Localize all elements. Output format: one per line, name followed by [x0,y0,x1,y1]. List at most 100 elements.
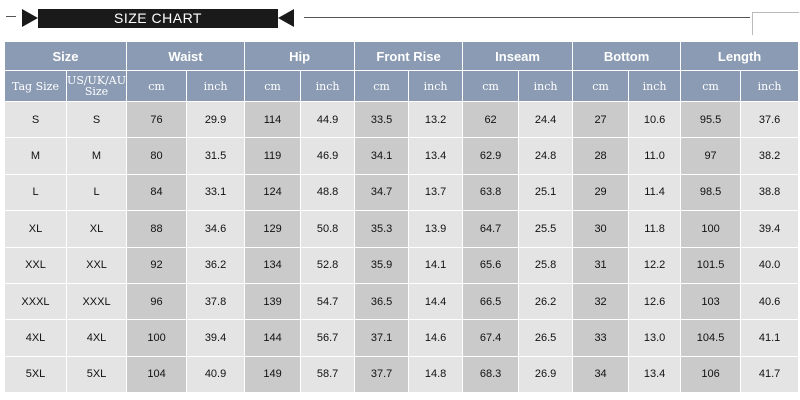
unit-header: inch [186,70,246,102]
table-cell: L [65,173,128,212]
table-cell: 13.4 [628,355,682,394]
table-row: XL XL 88 34.6 129 50.8 35.3 13.9 64.7 25.5 30 11.8 1… [4,210,800,248]
table-cell: 5XL [65,355,128,394]
table-cell: 37.1 [354,319,410,357]
table-cell: 4XL [4,319,67,357]
table-cell: 35.9 [354,246,410,284]
table-cell: 25.5 [518,210,574,248]
table-cell: 34.6 [186,210,246,248]
table-cell: 13.7 [408,173,464,212]
corner-frame [752,12,799,35]
table-cell: 10.6 [628,100,682,139]
table-cell: 33.1 [186,173,246,212]
table-row: 5XL 5XL 104 40.9 149 58.7 37.7 14.8 68.3 26.9 34 13… [4,355,800,394]
banner-rule-left [6,16,16,17]
table-cell: 37.7 [354,355,410,394]
unit-header: inch [518,70,574,102]
table-cell: 54.7 [300,282,356,321]
table-cell: 11.4 [628,173,682,212]
table-cell: 33 [572,319,630,357]
table-cell: 66.5 [462,282,520,321]
table-cell: 41.1 [740,319,800,357]
page-title: SIZE CHART [38,9,278,28]
table-cell: 11.0 [628,137,682,175]
table-cell: 65.6 [462,246,520,284]
table-cell: 5XL [4,355,67,394]
table-cell: L [4,173,67,212]
table-cell: 38.2 [740,137,800,175]
table-cell: 64.7 [462,210,520,248]
table-cell: 26.2 [518,282,574,321]
table-cell: 24.8 [518,137,574,175]
table-cell: 46.9 [300,137,356,175]
table-cell: 32 [572,282,630,321]
table-row: XXXL XXXL 96 37.8 139 54.7 36.5 14.4 66.5 26.2 32 1… [4,282,800,321]
table-cell: 97 [680,137,742,175]
table-cell: 114 [244,100,302,139]
table-cell: 103 [680,282,742,321]
table-cell: 35.3 [354,210,410,248]
table-cell: 100 [680,210,742,248]
unit-header: cm [462,70,520,102]
table-cell: 124 [244,173,302,212]
table-cell: 13.4 [408,137,464,175]
table-cell: 38.8 [740,173,800,212]
unit-header: cm [126,70,188,102]
table-cell: 48.8 [300,173,356,212]
table-cell: S [65,100,128,139]
table-cell: 40.9 [186,355,246,394]
table-cell: 139 [244,282,302,321]
table-cell: 40.6 [740,282,800,321]
unit-header: cm [572,70,630,102]
table-cell: 14.8 [408,355,464,394]
banner-ribbon-left [22,9,38,27]
group-front-rise: Front Rise [354,41,464,71]
table-cell: 34.1 [354,137,410,175]
table-cell: 40.0 [740,246,800,284]
table-row: 4XL 4XL 100 39.4 144 56.7 37.1 14.6 67.4 26.5 33 13… [4,319,800,357]
table-cell: 13.2 [408,100,464,139]
table-cell: 31 [572,246,630,284]
unit-header: cm [680,70,742,102]
table-cell: 149 [244,355,302,394]
table-cell: 62 [462,100,520,139]
table-cell: 134 [244,246,302,284]
size-chart-table: Size Waist Hip Front Rise Inseam Bottom … [3,41,800,394]
table-row: XXL XXL 92 36.2 134 52.8 35.9 14.1 65.6 25.8 31 12.… [4,246,800,284]
table-cell: 37.8 [186,282,246,321]
table-cell: 14.1 [408,246,464,284]
table-cell: 25.8 [518,246,574,284]
table-cell: 62.9 [462,137,520,175]
table-row: L L 84 33.1 124 48.8 34.7 13.7 63.8 25.1 29 11.4 98.… [4,173,800,212]
table-cell: 37.6 [740,100,800,139]
table-cell: 106 [680,355,742,394]
unit-header: US/UK/AU Size [65,70,128,102]
table-cell: M [4,137,67,175]
table-cell: 29 [572,173,630,212]
table-cell: 33.5 [354,100,410,139]
table-cell: 58.7 [300,355,356,394]
unit-header: Tag Size [4,70,67,102]
group-size: Size [3,41,128,71]
unit-header: cm [244,70,302,102]
table-cell: 14.6 [408,319,464,357]
unit-header: inch [408,70,464,102]
table-cell: 119 [244,137,302,175]
table-cell: XXL [65,246,128,284]
table-cell: XL [4,210,67,248]
table-cell: 34 [572,355,630,394]
table-cell: 100 [126,319,188,357]
unit-header-row: Tag Size US/UK/AU Size cm inch cm inch c… [4,70,800,102]
table-cell: 41.7 [740,355,800,394]
unit-header: inch [300,70,356,102]
group-bottom: Bottom [572,41,682,71]
table-cell: 12.2 [628,246,682,284]
unit-header: cm [354,70,410,102]
table-cell: 98.5 [680,173,742,212]
group-hip: Hip [244,41,356,71]
table-cell: 39.4 [186,319,246,357]
unit-header: inch [628,70,682,102]
table-cell: 36.2 [186,246,246,284]
table-cell: 129 [244,210,302,248]
size-table-body: S S 76 29.9 114 44.9 33.5 13.2 62 24.4 27 10.6 95.5 3… [4,100,800,394]
